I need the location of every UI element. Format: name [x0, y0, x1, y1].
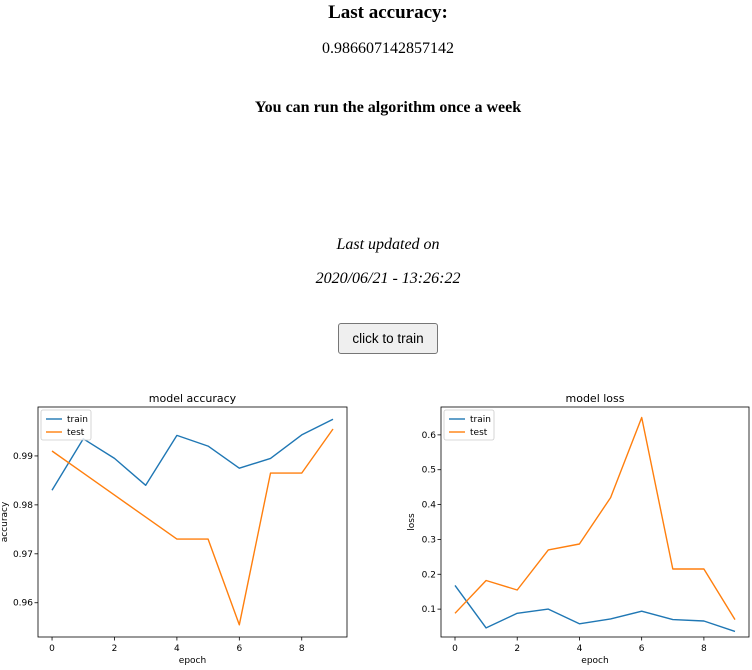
series-line-test: [51, 428, 334, 626]
y-tick-label: 0.6: [422, 431, 437, 441]
y-tick-label: 0.99: [13, 452, 33, 462]
y-axis-label: loss: [407, 513, 417, 531]
x-tick-label: 6: [639, 644, 645, 654]
x-tick-label: 8: [701, 644, 707, 654]
x-tick-label: 6: [236, 644, 242, 654]
y-tick-label: 0.96: [13, 599, 33, 609]
x-tick-label: 4: [174, 644, 180, 654]
last-updated-timestamp: 2020/06/21 - 13:26:22: [315, 270, 461, 287]
plot-frame: [37, 406, 348, 638]
run-frequency-note: You can run the algorithm once a week: [254, 99, 522, 116]
accuracy-value: 0.986607142857142: [322, 40, 454, 57]
chart-title: model accuracy: [149, 392, 237, 405]
y-tick-label: 0.98: [13, 501, 33, 511]
series-line-test: [454, 416, 736, 620]
plot-frame: [440, 406, 750, 638]
y-tick-label: 0.1: [422, 605, 436, 615]
y-tick-label: 0.5: [422, 466, 436, 476]
x-tick-label: 8: [299, 644, 305, 654]
series-line-train: [51, 418, 334, 491]
x-tick-label: 4: [577, 644, 583, 654]
series-line-train: [454, 584, 736, 633]
last-updated-label: Last updated on: [336, 236, 440, 253]
x-tick-label: 0: [452, 644, 458, 654]
x-tick-label: 2: [112, 644, 118, 654]
legend-label-train: train: [67, 415, 88, 425]
y-tick-label: 0.3: [422, 535, 436, 545]
train-button[interactable]: click to train: [338, 323, 438, 354]
page-title: Last accuracy:: [328, 2, 448, 23]
accuracy-chart: model accuracy 0 2 4 6 8 0.96 0.97 0.98 0.99 epoch…: [0, 392, 348, 666]
legend-label-train: train: [470, 415, 491, 425]
loss-chart: model loss 0 2 4 6 8 0.1 0.2 0.3 0.4 0.5 0.6 epoch lo…: [407, 392, 750, 666]
x-axis-label: epoch: [179, 656, 206, 666]
x-tick-label: 0: [49, 644, 55, 654]
chart-title: model loss: [566, 392, 625, 405]
x-tick-label: 2: [514, 644, 520, 654]
y-tick-label: 0.4: [422, 501, 437, 511]
legend-label-test: test: [470, 428, 488, 438]
y-axis-label: accuracy: [0, 501, 10, 542]
legend-label-test: test: [67, 428, 85, 438]
y-tick-label: 0.97: [13, 550, 33, 560]
x-axis-label: epoch: [581, 656, 608, 666]
y-tick-label: 0.2: [422, 570, 436, 580]
